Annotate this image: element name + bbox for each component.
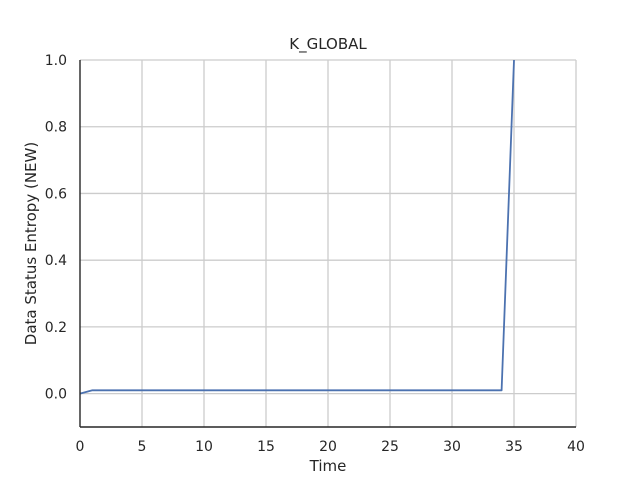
x-tick-label: 25	[381, 439, 399, 455]
y-tick-labels: 0.0 0.2 0.4 0.6 0.8 1.0	[45, 53, 67, 403]
y-axis-label: Data Status Entropy (NEW)	[22, 142, 40, 345]
x-tick-label: 15	[257, 439, 275, 455]
y-tick-label: 0.8	[45, 120, 67, 136]
grid-lines	[80, 59, 577, 427]
x-axis-label: Time	[309, 457, 347, 475]
x-tick-label: 20	[319, 439, 337, 455]
x-tick-label: 10	[195, 439, 213, 455]
x-tick-label: 40	[567, 439, 585, 455]
x-tick-label: 0	[76, 439, 85, 455]
series-layer	[79, 59, 515, 395]
axes-spines	[79, 60, 576, 428]
y-tick-label: 1.0	[45, 53, 67, 69]
x-tick-labels: 0 5 10 15 20 25 30 35 40	[76, 439, 585, 455]
x-tick-label: 30	[443, 439, 461, 455]
series-line	[79, 59, 515, 395]
chart-title: K_GLOBAL	[289, 35, 367, 54]
y-tick-label: 0.2	[45, 320, 67, 336]
y-tick-label: 0.4	[45, 253, 67, 269]
x-tick-label: 5	[138, 439, 147, 455]
y-tick-label: 0.0	[45, 387, 67, 403]
y-tick-label: 0.6	[45, 186, 67, 202]
x-tick-label: 35	[505, 439, 523, 455]
